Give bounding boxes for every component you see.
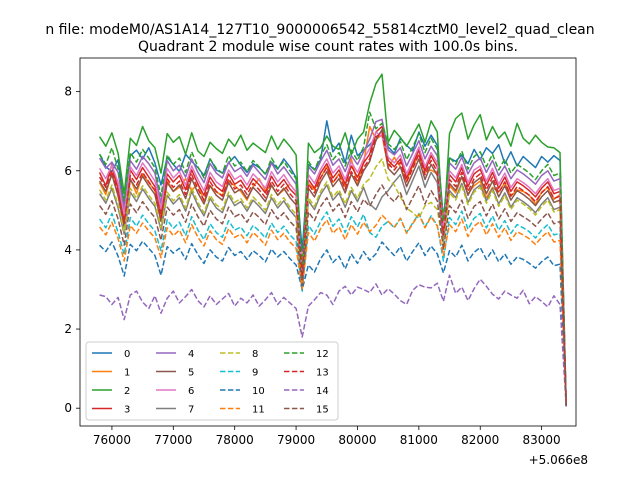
x-tick-label: 77000 [154, 433, 192, 447]
chart-title: Quadrant 2 module wise count rates with … [138, 39, 518, 55]
y-tick-label: 6 [64, 164, 72, 178]
series-line-1 [98, 125, 567, 406]
series-line-0 [98, 120, 567, 405]
legend-label-9: 9 [252, 368, 258, 379]
series-line-15 [98, 184, 567, 406]
y-tick-label: 2 [64, 322, 72, 336]
series-layer [98, 73, 567, 407]
legend-label-4: 4 [188, 349, 194, 360]
figure-suptitle: n file: modeM0/AS1A14_127T10_9000006542_… [45, 22, 594, 38]
series-line-14 [99, 274, 567, 407]
x-tick-label: 80000 [338, 433, 376, 447]
x-axis-offset-label: +5.066e8 [529, 453, 588, 467]
y-tick-label: 0 [64, 401, 72, 415]
legend-frame [85, 341, 339, 421]
legend-label-14: 14 [316, 386, 329, 397]
plot-area: 76000 77000 78000 79000 80000 81000 82000 83000… [64, 57, 588, 467]
legend-label-8: 8 [252, 349, 258, 360]
legend-label-11: 11 [252, 405, 265, 416]
x-tick-label: 78000 [216, 433, 254, 447]
series-line-4 [98, 118, 567, 405]
series-line-10 [99, 240, 567, 407]
legend-label-10: 10 [252, 386, 265, 397]
series-line-13 [98, 132, 567, 406]
x-tick-label: 81000 [400, 433, 438, 447]
series-line-8 [98, 158, 567, 406]
series-line-7 [98, 165, 567, 406]
y-tick-label: 8 [64, 85, 72, 99]
legend-label-2: 2 [124, 386, 130, 397]
x-tick-label: 79000 [277, 433, 315, 447]
legend-label-3: 3 [124, 405, 130, 416]
series-line-12 [98, 111, 567, 405]
series-line-3 [98, 125, 567, 405]
x-axis: 76000 77000 78000 79000 80000 81000 82000 83000 [93, 426, 561, 447]
series-line-6 [98, 131, 567, 406]
x-tick-label: 82000 [461, 433, 499, 447]
axes-frame [79, 57, 577, 427]
series-line-9 [98, 210, 567, 407]
series-line-11 [99, 213, 567, 407]
legend-label-13: 13 [316, 368, 329, 379]
legend-label-5: 5 [188, 368, 194, 379]
x-tick-label: 83000 [523, 433, 561, 447]
legend-label-0: 0 [124, 349, 130, 360]
legend-label-6: 6 [188, 386, 194, 397]
legend-label-1: 1 [124, 368, 130, 379]
x-tick-label: 76000 [93, 433, 131, 447]
series-line-5 [98, 128, 567, 406]
y-tick-label: 4 [64, 243, 72, 257]
legend-label-15: 15 [316, 405, 329, 416]
y-axis: 0 2 4 6 8 [64, 85, 80, 415]
legend-label-12: 12 [316, 349, 329, 360]
legend-label-7: 7 [188, 405, 194, 416]
series-line-2 [98, 73, 567, 406]
